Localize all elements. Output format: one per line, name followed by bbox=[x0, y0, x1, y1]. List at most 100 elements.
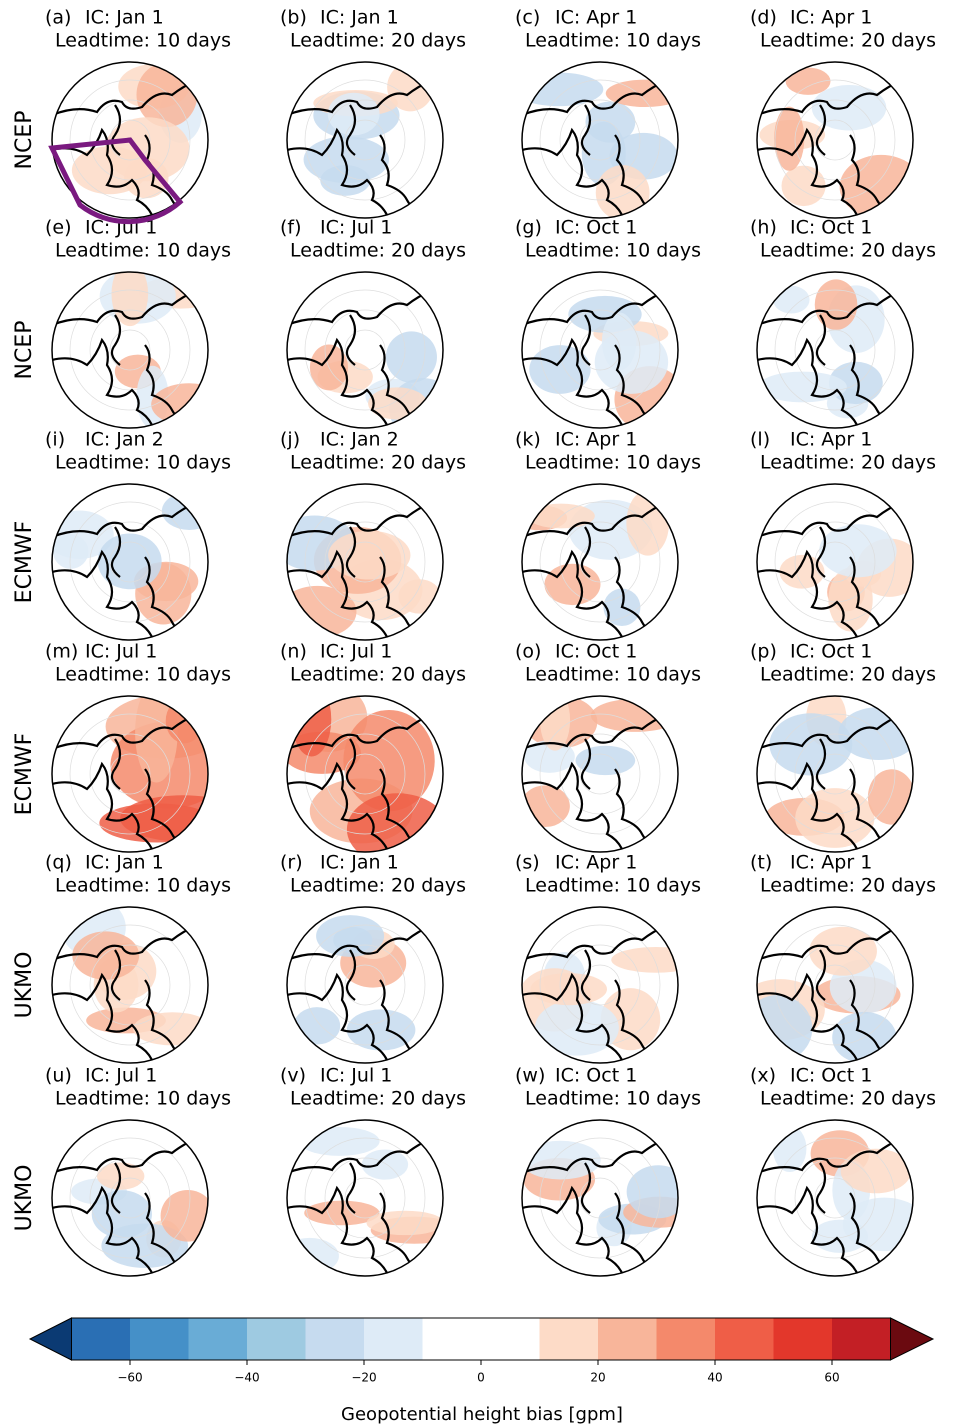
bias-blob bbox=[809, 926, 877, 976]
panel-ic: IC: Apr 1 bbox=[555, 852, 637, 874]
graticule bbox=[304, 289, 426, 411]
colorbar-tick-label: 40 bbox=[707, 1371, 722, 1385]
map-border bbox=[286, 483, 444, 641]
panel-letter: (l) bbox=[750, 429, 770, 451]
panel-letter: (w) bbox=[515, 1065, 545, 1087]
bias-blob bbox=[828, 567, 873, 632]
map-panel bbox=[522, 272, 678, 428]
bias-blob bbox=[133, 1012, 208, 1046]
colorbar-tick-label: 20 bbox=[590, 1371, 605, 1385]
panel-ic: IC: Jan 2 bbox=[320, 429, 399, 451]
graticule bbox=[814, 964, 856, 1006]
map-panel bbox=[287, 907, 443, 1063]
bias-blob bbox=[785, 67, 831, 95]
graticule bbox=[774, 79, 896, 201]
graticule bbox=[304, 79, 426, 201]
graticule bbox=[69, 501, 191, 623]
panel-leadtime: Leadtime: 20 days bbox=[760, 1088, 936, 1110]
bias-blob bbox=[316, 915, 385, 957]
panel-ic: IC: Jan 1 bbox=[320, 7, 399, 29]
coastline bbox=[287, 1136, 443, 1276]
graticule bbox=[324, 521, 406, 603]
graticule bbox=[559, 733, 641, 815]
graticule bbox=[324, 1157, 406, 1239]
bias-blob bbox=[585, 101, 636, 143]
panel-leadtime: Leadtime: 10 days bbox=[525, 1088, 701, 1110]
panel-leadtime: Leadtime: 20 days bbox=[290, 1088, 466, 1110]
map-panel bbox=[52, 484, 208, 640]
graticule bbox=[89, 733, 171, 815]
panel-leadtime: Leadtime: 20 days bbox=[290, 30, 466, 52]
bias-blob bbox=[151, 383, 208, 426]
coastline bbox=[287, 78, 443, 218]
bias-blob bbox=[524, 740, 575, 773]
bias-blob bbox=[769, 713, 853, 776]
panel-letter: (x) bbox=[750, 1065, 776, 1087]
graticule bbox=[304, 501, 426, 623]
graticule bbox=[89, 1157, 171, 1239]
panel-leadtime: Leadtime: 20 days bbox=[290, 875, 466, 897]
graticule bbox=[774, 1137, 896, 1259]
bias-blob bbox=[758, 371, 847, 403]
graticule bbox=[324, 733, 406, 815]
map-panel bbox=[757, 1120, 913, 1276]
graticule bbox=[559, 521, 641, 603]
graticule bbox=[109, 329, 151, 371]
map-panel bbox=[52, 272, 208, 428]
bias-blob bbox=[287, 1237, 339, 1275]
graticule bbox=[89, 521, 171, 603]
bias-blob bbox=[287, 585, 357, 638]
colorbar-segment bbox=[422, 1318, 481, 1360]
map-border bbox=[521, 61, 679, 219]
map-border bbox=[286, 695, 444, 853]
panel-leadtime: Leadtime: 10 days bbox=[55, 664, 231, 686]
coastline bbox=[522, 923, 678, 1063]
coastline bbox=[757, 288, 913, 428]
bias-blob bbox=[626, 1165, 678, 1219]
graticule bbox=[344, 1177, 386, 1219]
graticule bbox=[814, 1177, 856, 1219]
map-border bbox=[756, 695, 914, 853]
graticule bbox=[814, 753, 856, 795]
map-border bbox=[756, 483, 914, 641]
panel-leadtime: Leadtime: 10 days bbox=[55, 1088, 231, 1110]
coastline bbox=[52, 923, 208, 1063]
colorbar-segment bbox=[773, 1318, 832, 1360]
map-border bbox=[756, 906, 914, 1064]
coastline bbox=[522, 78, 678, 218]
colorbar-segment bbox=[188, 1318, 247, 1360]
panel-leadtime: Leadtime: 10 days bbox=[55, 240, 231, 262]
colorbar-segment bbox=[305, 1318, 364, 1360]
map-border bbox=[286, 906, 444, 1064]
map-panel bbox=[757, 484, 913, 640]
bias-blob bbox=[814, 279, 858, 330]
panel-ic: IC: Oct 1 bbox=[790, 217, 872, 239]
bias-blob bbox=[611, 947, 678, 973]
coastline bbox=[757, 923, 913, 1063]
panel-letter: (a) bbox=[45, 7, 71, 29]
map-border bbox=[51, 271, 209, 429]
graticule bbox=[69, 713, 191, 835]
panel-letter: (d) bbox=[750, 7, 777, 29]
graticule bbox=[539, 924, 661, 1046]
bias-blob bbox=[361, 1149, 409, 1180]
colorbar-tick-label: −60 bbox=[117, 1371, 142, 1385]
panel-letter: (g) bbox=[515, 217, 542, 239]
graticule bbox=[304, 924, 426, 1046]
panel-ic: IC: Jul 1 bbox=[85, 1065, 157, 1087]
coastline bbox=[52, 500, 208, 640]
panel-ic: IC: Apr 1 bbox=[555, 7, 637, 29]
colorbar-segment bbox=[832, 1318, 891, 1360]
panel-letter: (t) bbox=[750, 852, 772, 874]
bias-blob bbox=[540, 696, 571, 751]
colorbar-over bbox=[890, 1317, 935, 1361]
panel-ic: IC: Oct 1 bbox=[555, 641, 637, 663]
panel-leadtime: Leadtime: 20 days bbox=[290, 664, 466, 686]
bias-blob bbox=[840, 1148, 912, 1194]
colorbar-tick-label: 0 bbox=[477, 1371, 485, 1385]
map-border bbox=[51, 61, 209, 219]
map-panel bbox=[52, 1120, 208, 1276]
colorbar-segment bbox=[364, 1318, 423, 1360]
coastline bbox=[287, 923, 443, 1063]
